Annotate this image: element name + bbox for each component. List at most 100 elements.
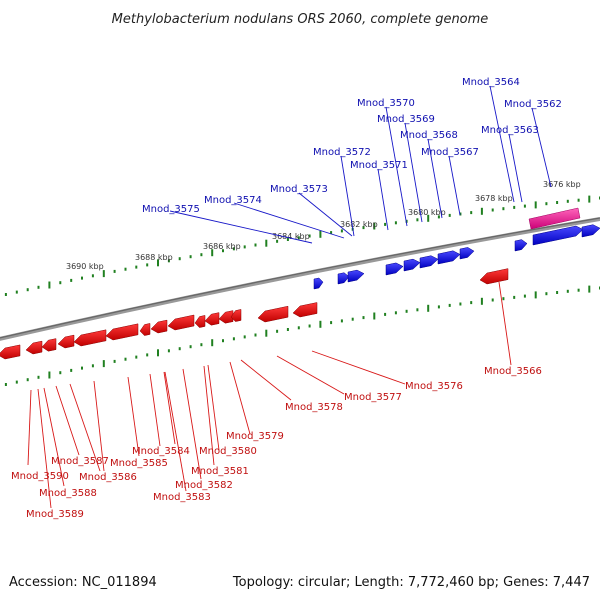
reverse-gene-arrow[interactable]: [73, 329, 107, 347]
forward-gene-arrow[interactable]: [337, 272, 350, 285]
accession-text: Accession: NC_011894: [9, 575, 157, 590]
reverse-gene-arrow[interactable]: [257, 305, 289, 323]
gene-label[interactable]: Mnod_3566: [484, 366, 542, 377]
reverse-gene-arrow[interactable]: [0, 344, 21, 360]
scale-tick: [534, 291, 537, 299]
rna-feature[interactable]: [528, 207, 581, 230]
gene-label[interactable]: Mnod_3578: [285, 402, 343, 413]
scale-label: 3680 kbp: [408, 208, 446, 217]
scale-tick: [502, 297, 505, 301]
gene-label[interactable]: Mnod_3576: [405, 381, 463, 392]
gene-label[interactable]: Mnod_3573: [270, 184, 328, 195]
gene-label[interactable]: Mnod_3562: [504, 99, 562, 110]
gene-label[interactable]: Mnod_3569: [377, 114, 435, 125]
forward-gene-arrow[interactable]: [385, 262, 404, 276]
scale-tick: [265, 239, 268, 247]
forward-gene-arrow[interactable]: [514, 239, 528, 252]
gene-label[interactable]: Mnod_3585: [110, 458, 168, 469]
forward-gene-labels: Mnod_3575 Mnod_3574 Mnod_3573 Mnod_3572 …: [142, 77, 562, 215]
scale-label: 3678 kbp: [475, 194, 513, 203]
scale-tick: [459, 302, 462, 306]
forward-gene-arrow[interactable]: [532, 225, 584, 246]
gene-label[interactable]: Mnod_3580: [199, 446, 257, 457]
reverse-strand-genes: [0, 268, 509, 360]
reverse-gene-arrow[interactable]: [57, 334, 75, 349]
scale-tick: [480, 297, 483, 305]
scale-label: 3690 kbp: [66, 262, 104, 271]
reverse-gene-arrow[interactable]: [479, 268, 509, 285]
scale-tick: [37, 285, 40, 289]
scale-tick: [189, 255, 192, 259]
scale-tick: [26, 378, 29, 382]
forward-gene-arrow[interactable]: [581, 224, 600, 238]
gene-label[interactable]: Mnod_3567: [421, 147, 479, 158]
scale-tick: [394, 221, 397, 225]
reverse-gene-arrow[interactable]: [292, 302, 318, 318]
scale-tick: [491, 298, 494, 302]
gene-label[interactable]: Mnod_3590: [11, 471, 69, 482]
gene-label[interactable]: Mnod_3571: [350, 160, 408, 171]
scale-tick: [70, 368, 73, 372]
scale-tick: [556, 291, 559, 294]
scale-tick: [340, 229, 343, 233]
reverse-gene-arrow[interactable]: [167, 314, 195, 331]
scale-tick: [448, 303, 451, 307]
scale-tick: [211, 249, 214, 257]
scale-tick: [276, 329, 279, 333]
gene-label[interactable]: Mnod_3587: [51, 456, 109, 467]
gene-label[interactable]: Mnod_3568: [400, 130, 458, 141]
forward-gene-arrow[interactable]: [419, 255, 439, 269]
reverse-gene-arrow[interactable]: [105, 323, 139, 341]
forward-gene-arrow[interactable]: [403, 258, 421, 272]
gene-label[interactable]: Mnod_3579: [226, 431, 284, 442]
scale-label: 3688 kbp: [135, 253, 173, 262]
gene-label[interactable]: Mnod_3575: [142, 204, 200, 215]
gene-label[interactable]: Mnod_3589: [26, 509, 84, 520]
scale-tick: [373, 222, 376, 230]
reverse-gene-arrow[interactable]: [139, 323, 151, 336]
gene-label[interactable]: Mnod_3583: [153, 492, 211, 503]
forward-gene-arrow[interactable]: [347, 269, 365, 283]
scale-tick: [211, 339, 214, 347]
scale-tick: [15, 290, 18, 294]
gene-label[interactable]: Mnod_3586: [79, 472, 137, 483]
gene-label[interactable]: Mnod_3588: [39, 488, 97, 499]
reverse-gene-arrow[interactable]: [204, 312, 220, 326]
reverse-gene-arrow[interactable]: [194, 315, 206, 328]
scale-tick: [157, 259, 159, 267]
gene-label[interactable]: Mnod_3564: [462, 77, 520, 88]
scale-tick: [470, 211, 473, 215]
gene-label[interactable]: Mnod_3563: [481, 125, 539, 136]
genome-backbone: [0, 217, 600, 341]
scale-tick: [545, 202, 548, 206]
scale-tick: [124, 357, 127, 361]
gene-label[interactable]: Mnod_3577: [344, 392, 402, 403]
scale-tick: [178, 257, 181, 261]
gene-label[interactable]: Mnod_3574: [204, 195, 262, 206]
gene-label[interactable]: Mnod_3572: [313, 147, 371, 158]
scale-tick: [4, 383, 7, 386]
reverse-gene-arrow[interactable]: [41, 338, 57, 352]
forward-gene-arrow[interactable]: [459, 247, 475, 260]
scale-tick: [48, 281, 51, 289]
scale-tick: [81, 366, 83, 370]
scale-label: 3684 kbp: [272, 232, 310, 241]
reverse-gene-labels: Mnod_3566 Mnod_3576 Mnod_3577 Mnod_3578 …: [11, 366, 542, 520]
scale-tick: [427, 214, 430, 222]
gene-label[interactable]: Mnod_3570: [357, 98, 415, 109]
scale-tick: [286, 328, 289, 331]
scale-tick: [513, 205, 516, 209]
reverse-gene-arrow[interactable]: [230, 309, 242, 322]
scale-tick: [102, 270, 105, 278]
gene-label[interactable]: Mnod_3581: [191, 466, 249, 477]
forward-gene-arrow[interactable]: [437, 250, 461, 265]
genome-summary-text: Topology: circular; Length: 7,772,460 bp…: [232, 575, 590, 590]
reverse-gene-arrow[interactable]: [150, 319, 168, 334]
forward-leader-lines: [169, 85, 552, 244]
scale-tick: [523, 294, 526, 298]
scale-tick: [222, 249, 224, 253]
reverse-gene-arrow[interactable]: [25, 340, 43, 355]
gene-label[interactable]: Mnod_3582: [175, 480, 233, 491]
forward-gene-arrow[interactable]: [313, 277, 324, 290]
gene-label[interactable]: Mnod_3584: [132, 446, 190, 457]
